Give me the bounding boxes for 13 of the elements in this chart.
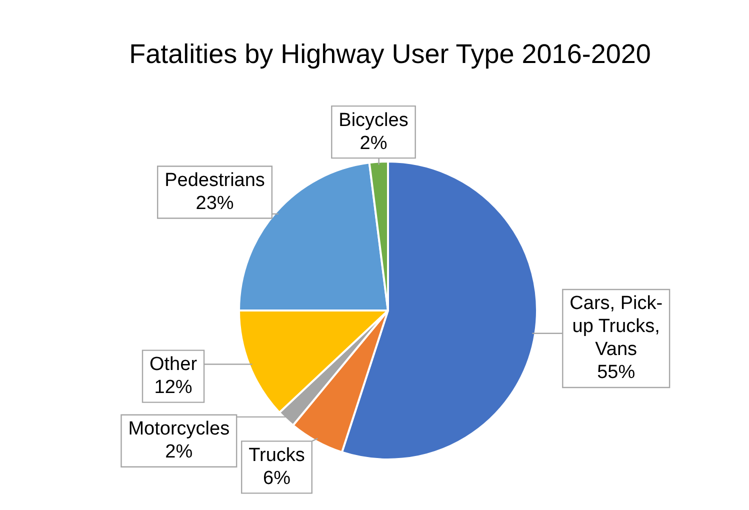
slice-label: Bicycles <box>338 110 408 131</box>
data-label: 55% <box>597 362 636 384</box>
slice-label: Pedestrians <box>164 170 265 191</box>
slice-label: Motorcycles <box>128 418 230 440</box>
data-label: 12% <box>154 377 192 398</box>
slice-label: Cars, Pick-up Trucks, Vans <box>570 293 663 360</box>
data-label: 2% <box>360 132 388 154</box>
data-label: 6% <box>263 468 291 489</box>
data-label: 23% <box>196 192 234 214</box>
data-label: 2% <box>165 442 193 463</box>
slice-label: Other <box>150 354 198 376</box>
slice-label: Trucks <box>248 444 305 466</box>
chart-title: Fatalities by Highway User Type 2016-2020 <box>128 38 652 71</box>
